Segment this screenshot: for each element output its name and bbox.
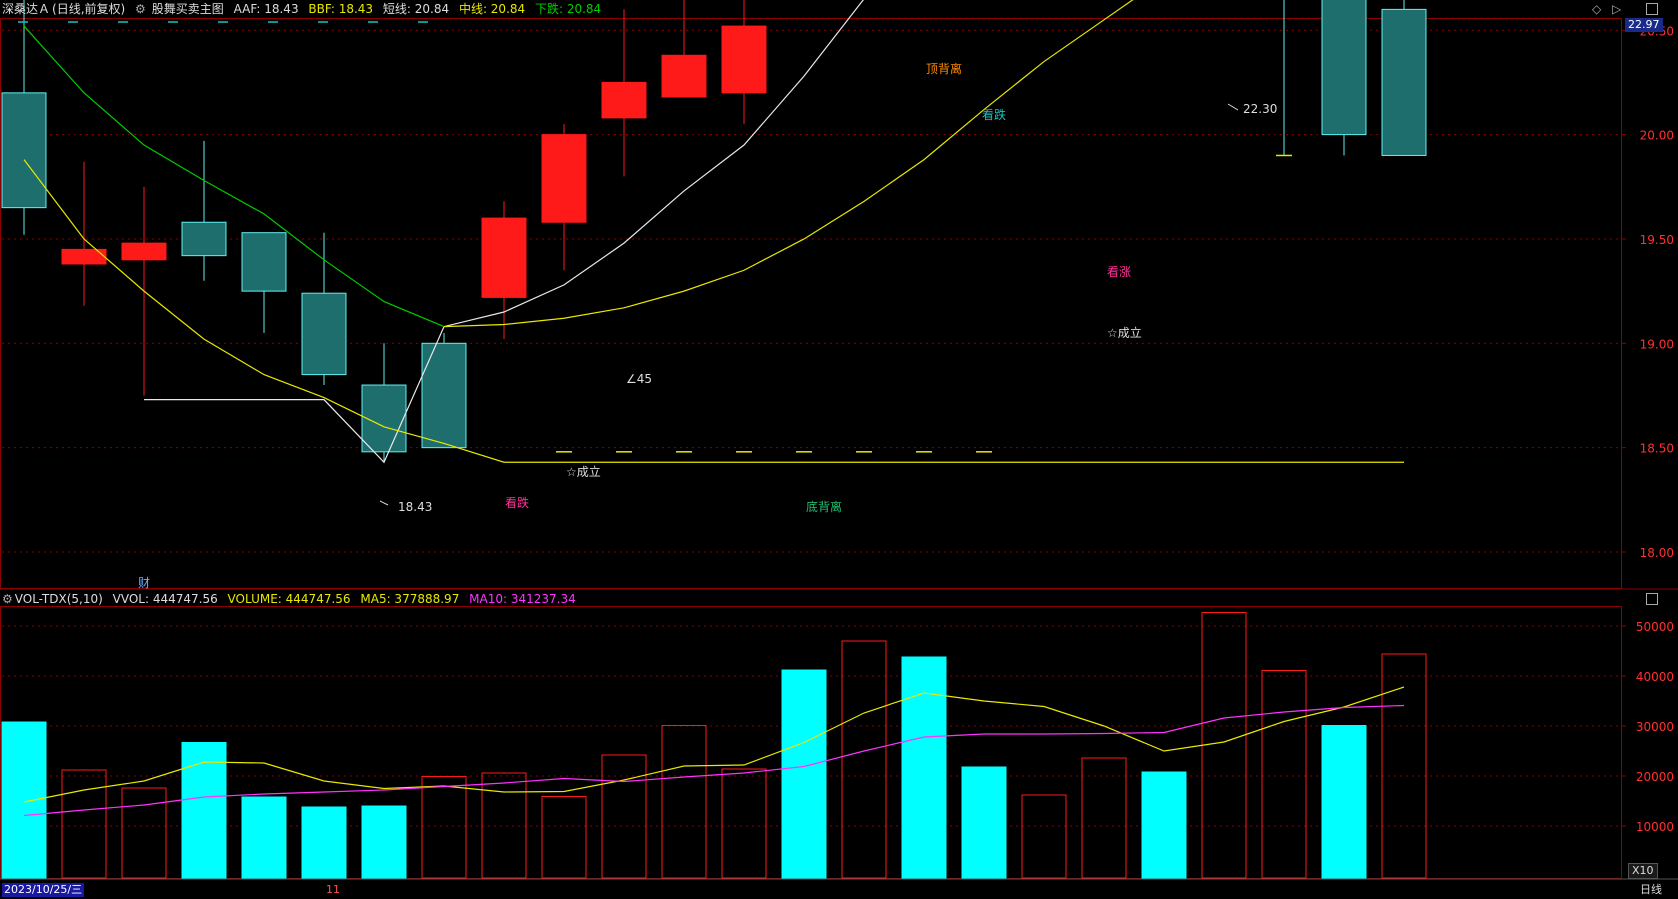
chevron-right-icon[interactable]: ▷ — [1612, 2, 1622, 16]
volume-bar — [1321, 725, 1367, 879]
volume-ma10-series — [23, 704, 1405, 817]
annotation-established-left: ☆成立 — [566, 465, 601, 479]
indicator-name[interactable]: 股舞买卖主图 — [151, 2, 224, 16]
volume-tick-label: 50000 — [1636, 620, 1674, 634]
candle-body — [421, 342, 467, 449]
stock-name[interactable]: 深桑达Ａ — [2, 2, 51, 16]
volume-bar — [1261, 670, 1307, 879]
volume-tick-label: 40000 — [1636, 670, 1674, 684]
main-chart-header: 深桑达Ａ (日线,前复权) ⚙ 股舞买卖主图 AAF: 18.43 BBF: 18.… — [2, 2, 607, 16]
volume-scale-badge: X10 — [1628, 863, 1658, 879]
volume-bar — [361, 805, 407, 879]
high-price-pointer — [1227, 103, 1239, 111]
volume-bar — [241, 796, 287, 879]
volume-bar — [61, 769, 107, 879]
candle-body — [541, 134, 587, 223]
candle-body — [121, 242, 167, 261]
candle-body — [601, 81, 647, 119]
price-tick-label: 18.50 — [1640, 442, 1674, 456]
volume-bar — [661, 725, 707, 879]
volume-bar — [901, 656, 947, 879]
volume-bar — [721, 768, 767, 879]
volume-tick-label: 10000 — [1636, 820, 1674, 834]
volume-bar — [1381, 653, 1427, 879]
volume-bar — [601, 754, 647, 879]
volume-bar — [841, 640, 887, 879]
chart-mode: (日线,前复权) — [52, 2, 126, 16]
volume-bar — [541, 796, 587, 879]
volume-bar — [301, 806, 347, 879]
aaf-value: AAF: 18.43 — [233, 2, 299, 16]
annotation-low-price: 18.43 — [398, 500, 433, 514]
volume-bar — [1141, 771, 1187, 879]
volume-bar — [121, 787, 167, 879]
candle-body — [181, 221, 227, 257]
bbf-line-series — [23, 159, 1404, 463]
price-tick-label: 19.00 — [1640, 337, 1674, 351]
candle-body — [1381, 8, 1427, 156]
volume-tick-label: 20000 — [1636, 770, 1674, 784]
annotation-top-divergence: 顶背离 — [926, 62, 963, 76]
annotation-angle: ∠45 — [626, 372, 653, 386]
candle-body — [241, 232, 287, 292]
down-line-series — [23, 25, 445, 328]
mid-line-series — [443, 0, 1134, 328]
short-line-series — [144, 0, 864, 464]
diamond-icon[interactable]: ◇ — [1592, 2, 1602, 16]
price-tick-label: 19.50 — [1640, 233, 1674, 247]
volume-bar — [181, 742, 227, 879]
bbf-value: BBF: 18.43 — [308, 2, 374, 16]
annotation-bearish-top: 看跌 — [982, 108, 1007, 122]
price-tick-label: 20.00 — [1640, 129, 1674, 143]
candle-body — [661, 54, 707, 98]
candle-body — [361, 384, 407, 453]
volume-settings-icon[interactable]: ⚙ — [2, 592, 13, 606]
financial-marker[interactable]: 财 — [138, 576, 151, 590]
volume-bar — [781, 669, 827, 879]
volume-header: ⚙ VOL-TDX(5,10) VVOL: 444747.56 VOLUME: 4… — [2, 592, 582, 606]
volume-bar — [1081, 757, 1127, 879]
annotation-bearish-bottom: 看跌 — [505, 496, 530, 510]
candle-body — [481, 217, 527, 298]
maximize-volume-button[interactable] — [1646, 593, 1658, 605]
mid-line-value: 中线: 20.84 — [458, 2, 526, 16]
volume-bar — [1201, 612, 1247, 879]
volume-bar — [481, 772, 527, 879]
volume-bar — [961, 766, 1007, 879]
annotation-bullish: 看涨 — [1107, 265, 1132, 279]
ma5-value: MA5: 377888.97 — [360, 592, 460, 606]
volume-bar — [1, 721, 47, 879]
volume-ma5-series — [23, 686, 1405, 803]
annotation-high-price: 22.30 — [1243, 102, 1278, 116]
annotation-bottom-divergence: 底背离 — [806, 500, 843, 514]
vvol-value: VVOL: 444747.56 — [112, 592, 218, 606]
candle-body — [1321, 0, 1367, 136]
maximize-main-button[interactable] — [1646, 3, 1658, 15]
candle-body — [1, 92, 47, 209]
price-tick-label: 18.00 — [1640, 546, 1674, 560]
candle-body — [301, 292, 347, 376]
volume-bar — [421, 776, 467, 879]
settings-icon[interactable]: ⚙ — [135, 2, 146, 16]
candle-body — [721, 25, 767, 94]
volume-indicator-name[interactable]: VOL-TDX(5,10) — [14, 592, 103, 606]
annotation-established-right: ☆成立 — [1107, 326, 1142, 340]
down-line-value: 下跌: 20.84 — [534, 2, 602, 16]
period-label[interactable]: 日线 — [1640, 883, 1662, 896]
volume-value: VOLUME: 444747.56 — [227, 592, 351, 606]
current-price-badge: 22.97 — [1625, 18, 1663, 32]
month-label: 11 — [326, 883, 340, 896]
volume-tick-label: 30000 — [1636, 720, 1674, 734]
short-line-value: 短线: 20.84 — [382, 2, 450, 16]
low-price-pointer — [379, 500, 389, 506]
date-label: 2023/10/25/三 — [2, 883, 85, 897]
volume-bar — [1021, 794, 1067, 879]
ma10-value: MA10: 341237.34 — [469, 592, 576, 606]
candle-body — [61, 248, 107, 265]
